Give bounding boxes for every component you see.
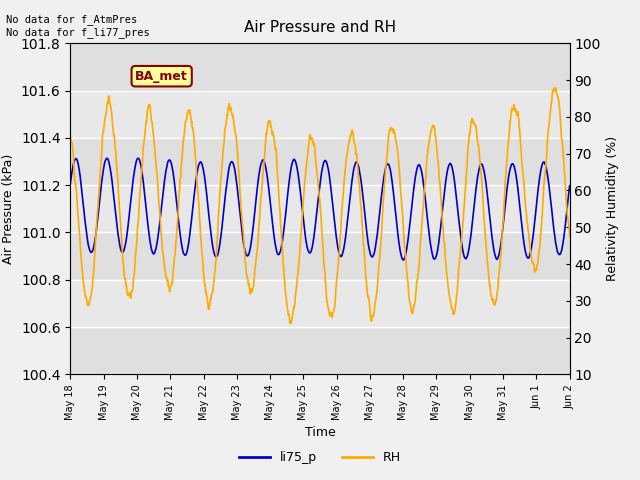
X-axis label: Time: Time: [305, 426, 335, 439]
Bar: [70, 327, 570, 374]
Text: No data for f_AtmPres
No data for f_li77_pres: No data for f_AtmPres No data for f_li77…: [6, 14, 150, 38]
Title: Air Pressure and RH: Air Pressure and RH: [244, 20, 396, 35]
Bar: [70, 43, 570, 91]
Bar: [70, 138, 570, 185]
Text: BA_met: BA_met: [135, 70, 188, 83]
Y-axis label: Air Pressure (kPa): Air Pressure (kPa): [3, 154, 15, 264]
Bar: [70, 232, 570, 280]
Y-axis label: Relativity Humidity (%): Relativity Humidity (%): [606, 136, 620, 281]
Legend: li75_p, RH: li75_p, RH: [234, 446, 406, 469]
